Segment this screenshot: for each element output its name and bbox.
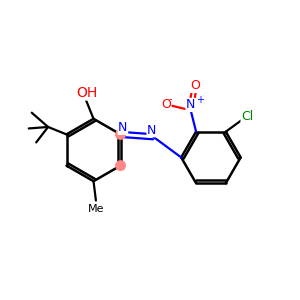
Text: O: O: [161, 98, 171, 111]
Text: N: N: [147, 124, 157, 137]
Text: OH: OH: [76, 86, 98, 100]
Text: N: N: [186, 98, 195, 111]
Text: O: O: [190, 80, 200, 92]
Text: Me: Me: [88, 204, 105, 214]
Circle shape: [116, 130, 125, 139]
Text: -: -: [169, 94, 172, 104]
Text: +: +: [196, 95, 204, 106]
Text: N: N: [118, 122, 128, 134]
Text: Cl: Cl: [241, 110, 253, 123]
Circle shape: [116, 161, 125, 170]
